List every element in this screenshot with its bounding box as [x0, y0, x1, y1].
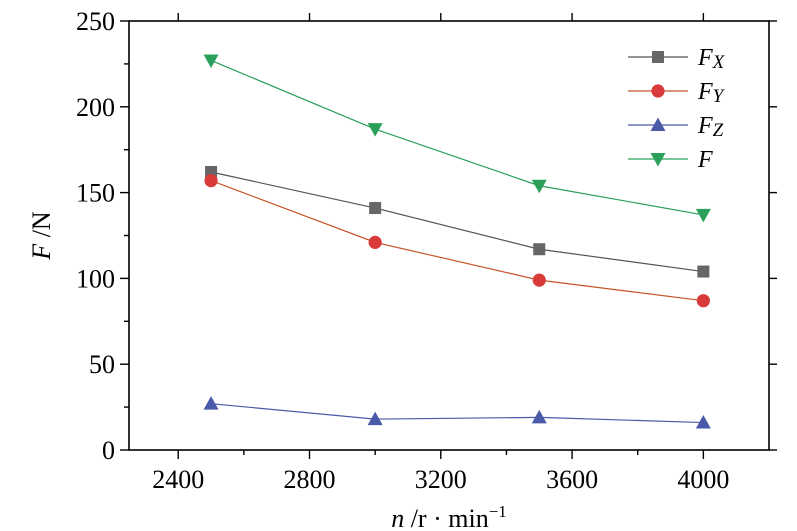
data-point-fz: [367, 411, 383, 426]
y-axis-title-main: F: [27, 243, 56, 261]
data-point-f: [367, 123, 383, 137]
series-line-f: [210, 59, 704, 216]
legend: FX FY FZ F: [628, 45, 726, 173]
y-axis-title-rest: /N: [27, 211, 56, 244]
y-tick-label: 250: [76, 7, 115, 36]
y-tick-label: 0: [102, 436, 115, 465]
y-axis-title: F /N: [27, 211, 56, 261]
legend-label: F: [697, 147, 713, 173]
data-point-fx: [697, 265, 710, 278]
series-line-fy: [210, 180, 704, 302]
data-point-f: [531, 179, 547, 194]
data-point-f: [695, 208, 711, 223]
legend-label: FX: [697, 45, 726, 73]
x-tick-label: 3600: [546, 465, 598, 494]
legend-label: FZ: [697, 113, 724, 141]
x-tick-label: 4000: [677, 465, 729, 494]
data-point-fy: [696, 294, 710, 308]
ticks: 2400 2800 3200 3600 4000 0 50 100 150 200 250: [76, 7, 777, 494]
data-point-fz: [531, 409, 547, 424]
x-axis-title-main: n: [391, 504, 404, 531]
legend-entry-fx: FX: [628, 45, 726, 73]
x-tick-label: 3200: [415, 465, 467, 494]
data-point-fy: [368, 235, 382, 249]
series-line-fx: [210, 171, 704, 273]
data-point-fx: [369, 202, 382, 215]
series-line-fz: [210, 403, 704, 424]
y-tick-label: 100: [76, 264, 115, 293]
plot-frame: [128, 20, 770, 451]
x-tick-label: 2400: [152, 465, 204, 494]
axes: [128, 20, 770, 451]
legend-entry-fy: FY: [628, 79, 726, 107]
y-tick-label: 150: [76, 179, 115, 208]
series-fz: [203, 396, 711, 429]
y-tick-label: 200: [76, 93, 115, 122]
data-point-fz: [695, 415, 711, 429]
data-point-fx: [533, 243, 546, 256]
legend-marker: [650, 117, 666, 131]
legend-marker: [652, 51, 664, 63]
y-tick-label: 50: [89, 350, 115, 379]
x-axis-title-sup: −1: [489, 502, 507, 521]
x-axis-title-rest: /r · min: [404, 504, 489, 531]
legend-marker: [650, 153, 666, 167]
series-fy: [204, 173, 710, 308]
legend-marker: [651, 84, 665, 98]
x-tick-label: 2800: [284, 465, 336, 494]
legend-entry-f: F: [628, 147, 713, 173]
series-layer: [203, 54, 711, 429]
data-point-fy: [204, 173, 218, 188]
data-point-fy: [532, 273, 546, 287]
series-f: [203, 54, 711, 223]
data-point-fz: [203, 396, 219, 410]
x-axis-title: n /r · min−1: [391, 502, 507, 531]
data-point-f: [203, 54, 219, 68]
legend-entry-fz: FZ: [628, 113, 724, 141]
legend-label: FY: [697, 79, 726, 107]
